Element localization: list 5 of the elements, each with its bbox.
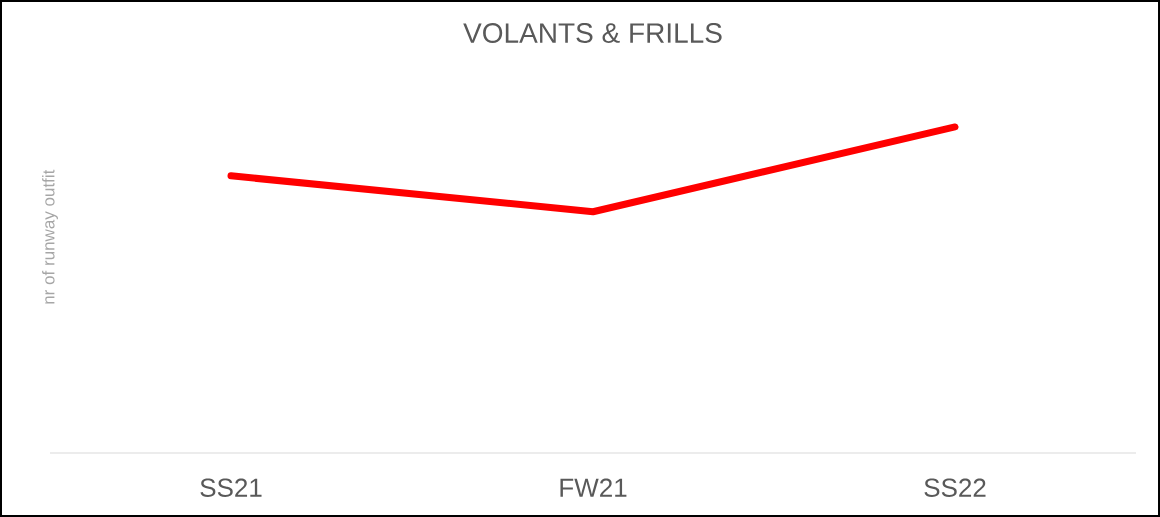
x-tick-label: FW21: [560, 478, 627, 497]
x-tick-label: SS21: [200, 478, 262, 497]
y-axis-title: nr of runway outfit: [42, 169, 58, 304]
x-tick-label: SS22: [924, 478, 986, 497]
chart-title: VOLANTS & FRILLS: [463, 23, 722, 43]
